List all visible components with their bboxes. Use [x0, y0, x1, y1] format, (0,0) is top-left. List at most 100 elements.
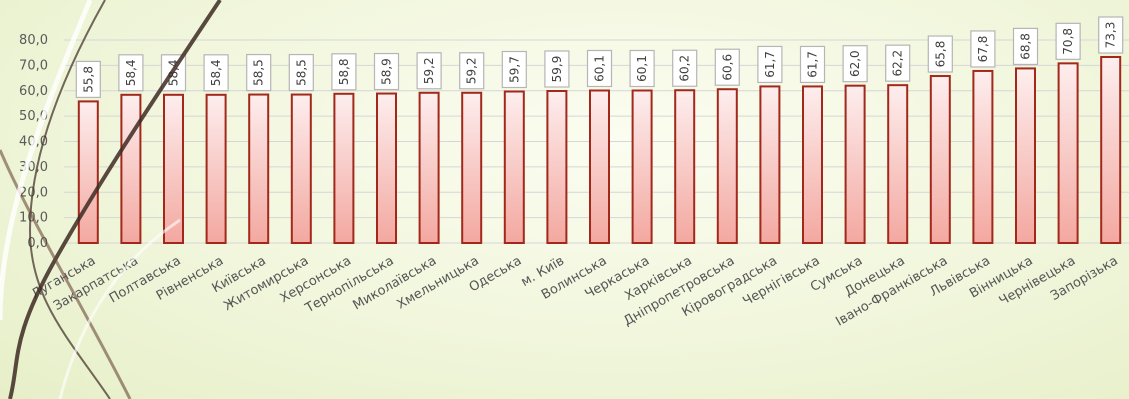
- data-label-box: [757, 45, 783, 84]
- data-label-box: [586, 49, 613, 88]
- data-label-box: [373, 52, 400, 91]
- data-label: 55,8: [75, 60, 101, 99]
- y-axis-tick-labels: 0,0 10,0 20,0 30,0 40,0 50,0 60,0 70,0 80,0: [19, 33, 48, 251]
- data-label: 58,5: [288, 53, 314, 92]
- bar: [631, 89, 653, 244]
- bar: [376, 92, 397, 245]
- bar: [759, 85, 781, 244]
- data-label: 60,2: [672, 49, 698, 87]
- y-tick-label: 60,0: [19, 84, 48, 99]
- data-label-box: [246, 53, 272, 92]
- data-label-text: 58,4: [124, 59, 138, 86]
- bar: [844, 84, 866, 244]
- data-label-text: 58,4: [209, 59, 223, 86]
- y-tick-label: 30,0: [19, 160, 48, 175]
- data-label-text: 59,2: [465, 57, 479, 84]
- data-label-box: [1012, 27, 1039, 66]
- data-label-text: 59,7: [507, 56, 521, 83]
- bar: [929, 75, 951, 244]
- x-axis-category-labels: ЛуганськаЗакарпатськаПолтавськаРівненськ…: [29, 253, 1121, 329]
- data-label-text: 60,2: [678, 55, 692, 82]
- data-label-text: 58,9: [380, 58, 394, 85]
- data-label-text: 60,1: [593, 55, 607, 82]
- bar: [972, 69, 994, 244]
- data-label: 58,4: [118, 54, 144, 92]
- bar: [1100, 56, 1122, 244]
- data-label-box: [970, 30, 996, 68]
- y-tick-label: 80,0: [19, 33, 48, 48]
- data-label: 61,7: [757, 45, 783, 84]
- data-label: 60,1: [629, 49, 655, 88]
- bar: [77, 100, 99, 244]
- data-label: 67,8: [970, 30, 996, 68]
- data-label-text: 67,8: [976, 36, 990, 63]
- data-label-text: 55,8: [81, 66, 95, 93]
- bar: [461, 91, 483, 244]
- data-label-text: 73,3: [1104, 22, 1118, 49]
- data-label-text: 59,2: [422, 57, 436, 84]
- data-label-box: [927, 35, 953, 73]
- data-label: 62,0: [842, 45, 868, 83]
- data-label: 60,1: [586, 49, 613, 88]
- bar: [333, 92, 355, 244]
- data-label-text: 68,8: [1019, 33, 1033, 60]
- data-label-box: [544, 50, 570, 88]
- data-label-box: [331, 53, 357, 91]
- data-label: 73,3: [1098, 16, 1124, 54]
- data-label-box: [416, 52, 442, 90]
- y-tick-label: 40,0: [19, 135, 48, 150]
- bar: [120, 93, 142, 244]
- data-labels: 55,8 58,4 58,4 58,4 58,5 58,5 58,8 58,9 59,2 59,2…: [75, 16, 1124, 99]
- data-label-box: [1098, 16, 1124, 54]
- data-label: 58,5: [246, 53, 272, 92]
- data-label-text: 58,8: [337, 58, 351, 85]
- data-label-text: 59,9: [550, 56, 564, 83]
- data-label-box: [799, 45, 826, 84]
- data-label-text: 61,7: [763, 51, 777, 78]
- data-label: 68,8: [1012, 27, 1039, 66]
- bar: [163, 93, 184, 244]
- data-label-text: 70,8: [1061, 28, 1075, 55]
- y-tick-label: 70,0: [19, 58, 48, 73]
- data-label: 59,2: [459, 52, 485, 90]
- data-label: 58,4: [203, 54, 229, 92]
- data-label: 70,8: [1055, 22, 1081, 60]
- y-tick-label: 10,0: [19, 211, 48, 226]
- data-label-text: 62,0: [848, 50, 862, 77]
- data-label: 61,7: [799, 45, 826, 84]
- bar: [503, 90, 525, 245]
- data-label-box: [459, 52, 485, 90]
- data-label-box: [885, 44, 911, 82]
- y-tick-label: 20,0: [19, 185, 48, 200]
- data-label-text: 60,6: [720, 54, 734, 81]
- bar: [1057, 62, 1079, 244]
- data-label-text: 61,7: [806, 51, 820, 78]
- bar: [205, 93, 227, 244]
- data-label: 59,7: [501, 50, 527, 89]
- bar: [290, 93, 312, 245]
- bar: [589, 89, 610, 244]
- data-label-box: [629, 49, 655, 88]
- bar: [1015, 67, 1036, 244]
- bar: [716, 88, 738, 245]
- data-label: 59,9: [544, 50, 570, 88]
- y-tick-label: 0,0: [27, 236, 48, 251]
- data-label-box: [288, 53, 314, 92]
- bar: [248, 93, 270, 245]
- bar: [887, 84, 909, 245]
- bar: [418, 91, 440, 244]
- data-label-box: [672, 49, 698, 87]
- data-label: 65,8: [927, 35, 953, 73]
- data-label-text: 58,5: [294, 59, 308, 86]
- data-label: 62,2: [885, 44, 911, 82]
- data-label-text: 58,5: [252, 59, 266, 86]
- data-label-text: 62,2: [891, 50, 905, 77]
- data-label-text: 58,4: [167, 59, 181, 86]
- data-label-text: 65,8: [933, 41, 947, 68]
- data-label: 59,2: [416, 52, 442, 90]
- data-label: 58,4: [160, 54, 187, 92]
- data-label-box: [842, 45, 868, 83]
- data-label: 58,9: [373, 52, 400, 91]
- data-label-text: 60,1: [635, 55, 649, 82]
